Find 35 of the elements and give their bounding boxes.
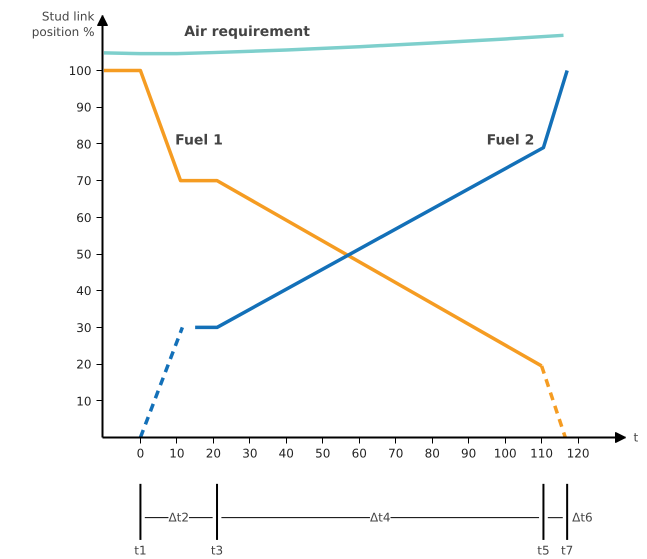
ref-line-label: t5	[537, 544, 550, 558]
series-label: Fuel 1	[175, 132, 223, 148]
y-tick-label: 70	[76, 174, 92, 188]
x-tick-label: 10	[169, 446, 185, 460]
x-tick-label: 80	[424, 446, 440, 460]
y-tick-label: 50	[76, 248, 92, 262]
y-tick-label: 30	[76, 320, 92, 335]
x-tick-label: 0	[136, 446, 144, 460]
x-tick-label: 110	[530, 446, 554, 460]
series-label: Air requirement	[184, 24, 310, 40]
y-tick-label: 10	[76, 394, 92, 408]
x-tick-label: 30	[242, 446, 258, 460]
text: Δt2	[168, 510, 190, 525]
ref-line-label: t1	[134, 544, 147, 558]
x-tick-label: 60	[352, 446, 367, 460]
x-tick-label: 50	[315, 446, 330, 460]
ref-line-label: t7	[560, 544, 574, 558]
y-axis-title: Stud link position %	[32, 10, 95, 39]
x-tick-label: 20	[206, 446, 222, 460]
x-tick-label: 90	[461, 446, 476, 460]
x-tick-label: 70	[388, 446, 404, 460]
y-tick-label: 90	[76, 100, 92, 115]
text: Δt4	[370, 510, 391, 525]
series-label: Fuel 2	[486, 132, 534, 148]
y-tick-label: 80	[76, 137, 92, 152]
ref-line-label: t3	[210, 544, 224, 558]
y-tick-label: 60	[76, 210, 92, 225]
y-tick-label: 40	[76, 284, 92, 298]
y-tick-label: 100	[68, 64, 92, 78]
x-tick-label: 120	[566, 446, 590, 460]
text: Δt6	[572, 510, 593, 525]
x-tick-label: 40	[278, 446, 294, 460]
x-axis-title: t	[634, 430, 638, 444]
y-tick-label: 20	[76, 358, 92, 372]
x-tick-label: 100	[494, 446, 517, 460]
